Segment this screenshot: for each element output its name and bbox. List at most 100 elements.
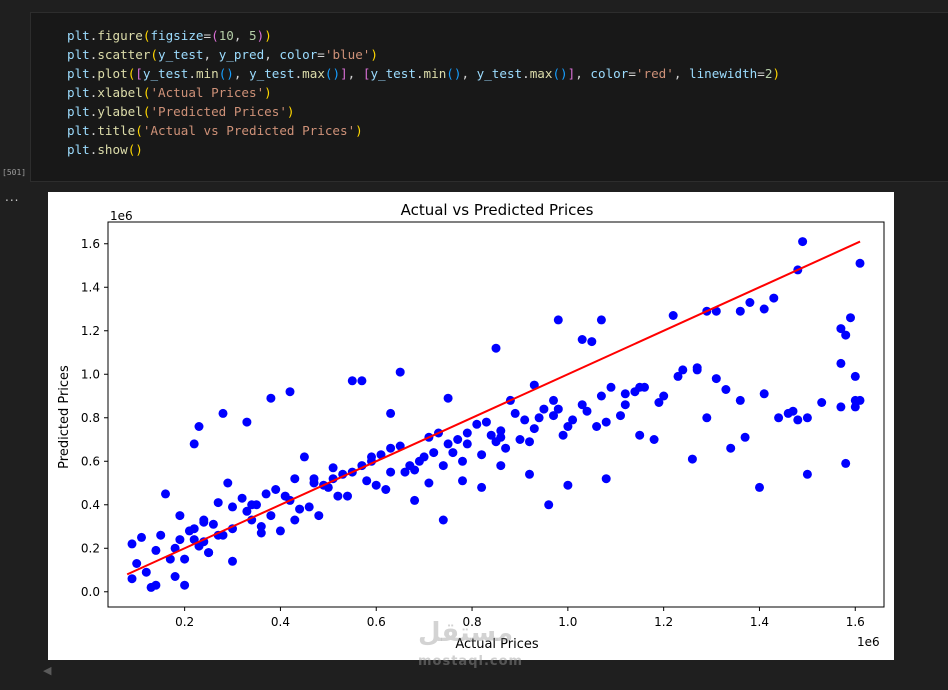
scatter-point — [735, 395, 745, 405]
scatter-point — [395, 367, 405, 377]
code-token: , — [575, 66, 591, 81]
code-token: min — [195, 66, 219, 81]
scatter-point — [477, 450, 487, 460]
code-token: ) — [370, 47, 378, 62]
code-token: color — [279, 47, 318, 62]
x-tick-label: 1.0 — [558, 615, 577, 629]
code-token: plt — [67, 142, 90, 157]
code-token: ] — [567, 66, 576, 81]
cell-execution-area[interactable] — [0, 10, 30, 182]
scatter-point — [295, 504, 305, 514]
scatter-point — [410, 495, 420, 505]
scatter-point — [577, 335, 587, 344]
scatter-point — [529, 424, 539, 434]
scatter-point — [649, 435, 659, 444]
scatter-point — [721, 385, 731, 394]
x-tick-label: 0.4 — [271, 615, 290, 629]
code-token: () — [552, 66, 568, 81]
output-plot: Actual vs Predicted Prices 1e6 1e6 Actua… — [48, 192, 894, 660]
scatter-point — [256, 528, 266, 538]
scatter-point — [237, 493, 247, 503]
scatter-point — [256, 522, 266, 531]
scatter-point — [343, 491, 352, 501]
y-tick-label: 1.6 — [81, 237, 100, 251]
code-token: plt — [67, 85, 90, 100]
scatter-point — [151, 580, 161, 590]
scatter-point — [266, 393, 276, 403]
scatter-point — [137, 532, 146, 542]
code-token: 10 — [218, 28, 234, 43]
scatter-point — [515, 435, 525, 444]
x-axis-label: Actual Prices — [455, 637, 539, 652]
scatter-point — [386, 467, 396, 477]
code-token: ] — [340, 66, 348, 81]
scatter-point — [438, 515, 448, 525]
scatter-point — [458, 456, 467, 466]
scatter-point — [477, 482, 487, 492]
scatter-point — [367, 452, 376, 462]
scatter-point — [601, 417, 611, 427]
scatter-point — [759, 389, 769, 399]
code-token: . — [89, 47, 98, 62]
scatter-point — [333, 491, 343, 501]
scatter-point — [314, 511, 324, 521]
code-token: . — [188, 66, 196, 81]
scatter-point — [841, 330, 851, 340]
scatter-point — [362, 476, 372, 486]
scatter-point — [846, 313, 855, 323]
scatter-point — [850, 402, 860, 412]
scatter-point — [836, 324, 846, 334]
scatter-point — [692, 363, 702, 373]
scatter-point — [161, 489, 170, 499]
code-token: ) — [264, 28, 272, 43]
code-token: 2 — [764, 66, 773, 81]
scatter-point — [553, 404, 563, 414]
scatter-point — [711, 374, 721, 384]
watermark-arabic: مستقل — [418, 618, 514, 648]
code-token: 'blue' — [324, 47, 371, 62]
execution-count: [501] — [2, 168, 27, 177]
y-tick-label: 0.6 — [81, 454, 100, 468]
scatter-point — [836, 402, 846, 412]
code-token: 'Predicted Prices' — [150, 104, 287, 119]
code-token: y_test — [158, 47, 204, 62]
scatter-point — [745, 298, 755, 307]
scatter-point — [218, 408, 228, 418]
scatter-point — [568, 415, 578, 425]
scatter-point — [726, 443, 736, 453]
code-token: 'Actual vs Predicted Prices' — [142, 123, 356, 138]
code-token: , — [233, 28, 250, 43]
code-token: , — [347, 66, 363, 81]
scatter-point — [371, 480, 381, 490]
code-token: 5 — [249, 28, 257, 43]
code-token: . — [522, 66, 530, 81]
code-token: y_test — [370, 66, 416, 81]
x-tick-label: 0.6 — [367, 615, 386, 629]
code-token: [ — [135, 66, 143, 81]
scatter-point — [252, 500, 261, 510]
scatter-point — [151, 545, 161, 555]
code-token: () — [446, 66, 462, 81]
scatter-point — [855, 258, 865, 268]
x-axis-offset-label: 1e6 — [857, 635, 880, 649]
scatter-point — [802, 469, 812, 479]
output-collapse-icon[interactable]: ... — [5, 190, 20, 204]
scatter-point — [520, 415, 530, 425]
code-cell[interactable]: plt.figure(figsize=(10, 5)) plt.scatter(… — [30, 12, 948, 182]
code-editor[interactable]: plt.figure(figsize=(10, 5)) plt.scatter(… — [67, 26, 780, 159]
scroll-left-arrow-icon[interactable]: ◀ — [43, 664, 52, 677]
watermark-latin: mostaql.com — [418, 654, 524, 669]
code-token: , — [461, 66, 477, 81]
scatter-point — [544, 500, 554, 510]
y-axis-label: Predicted Prices — [57, 365, 72, 469]
x-tick-label: 0.2 — [175, 615, 194, 629]
scatter-point — [184, 526, 194, 536]
scatter-point — [668, 311, 678, 320]
scatter-point — [491, 343, 501, 353]
scatter-point — [740, 432, 750, 442]
code-token: . — [294, 66, 303, 81]
code-token: y_test — [249, 66, 295, 81]
scatter-point — [549, 395, 558, 405]
scatter-point — [266, 511, 276, 521]
code-token: linewidth — [689, 66, 758, 81]
